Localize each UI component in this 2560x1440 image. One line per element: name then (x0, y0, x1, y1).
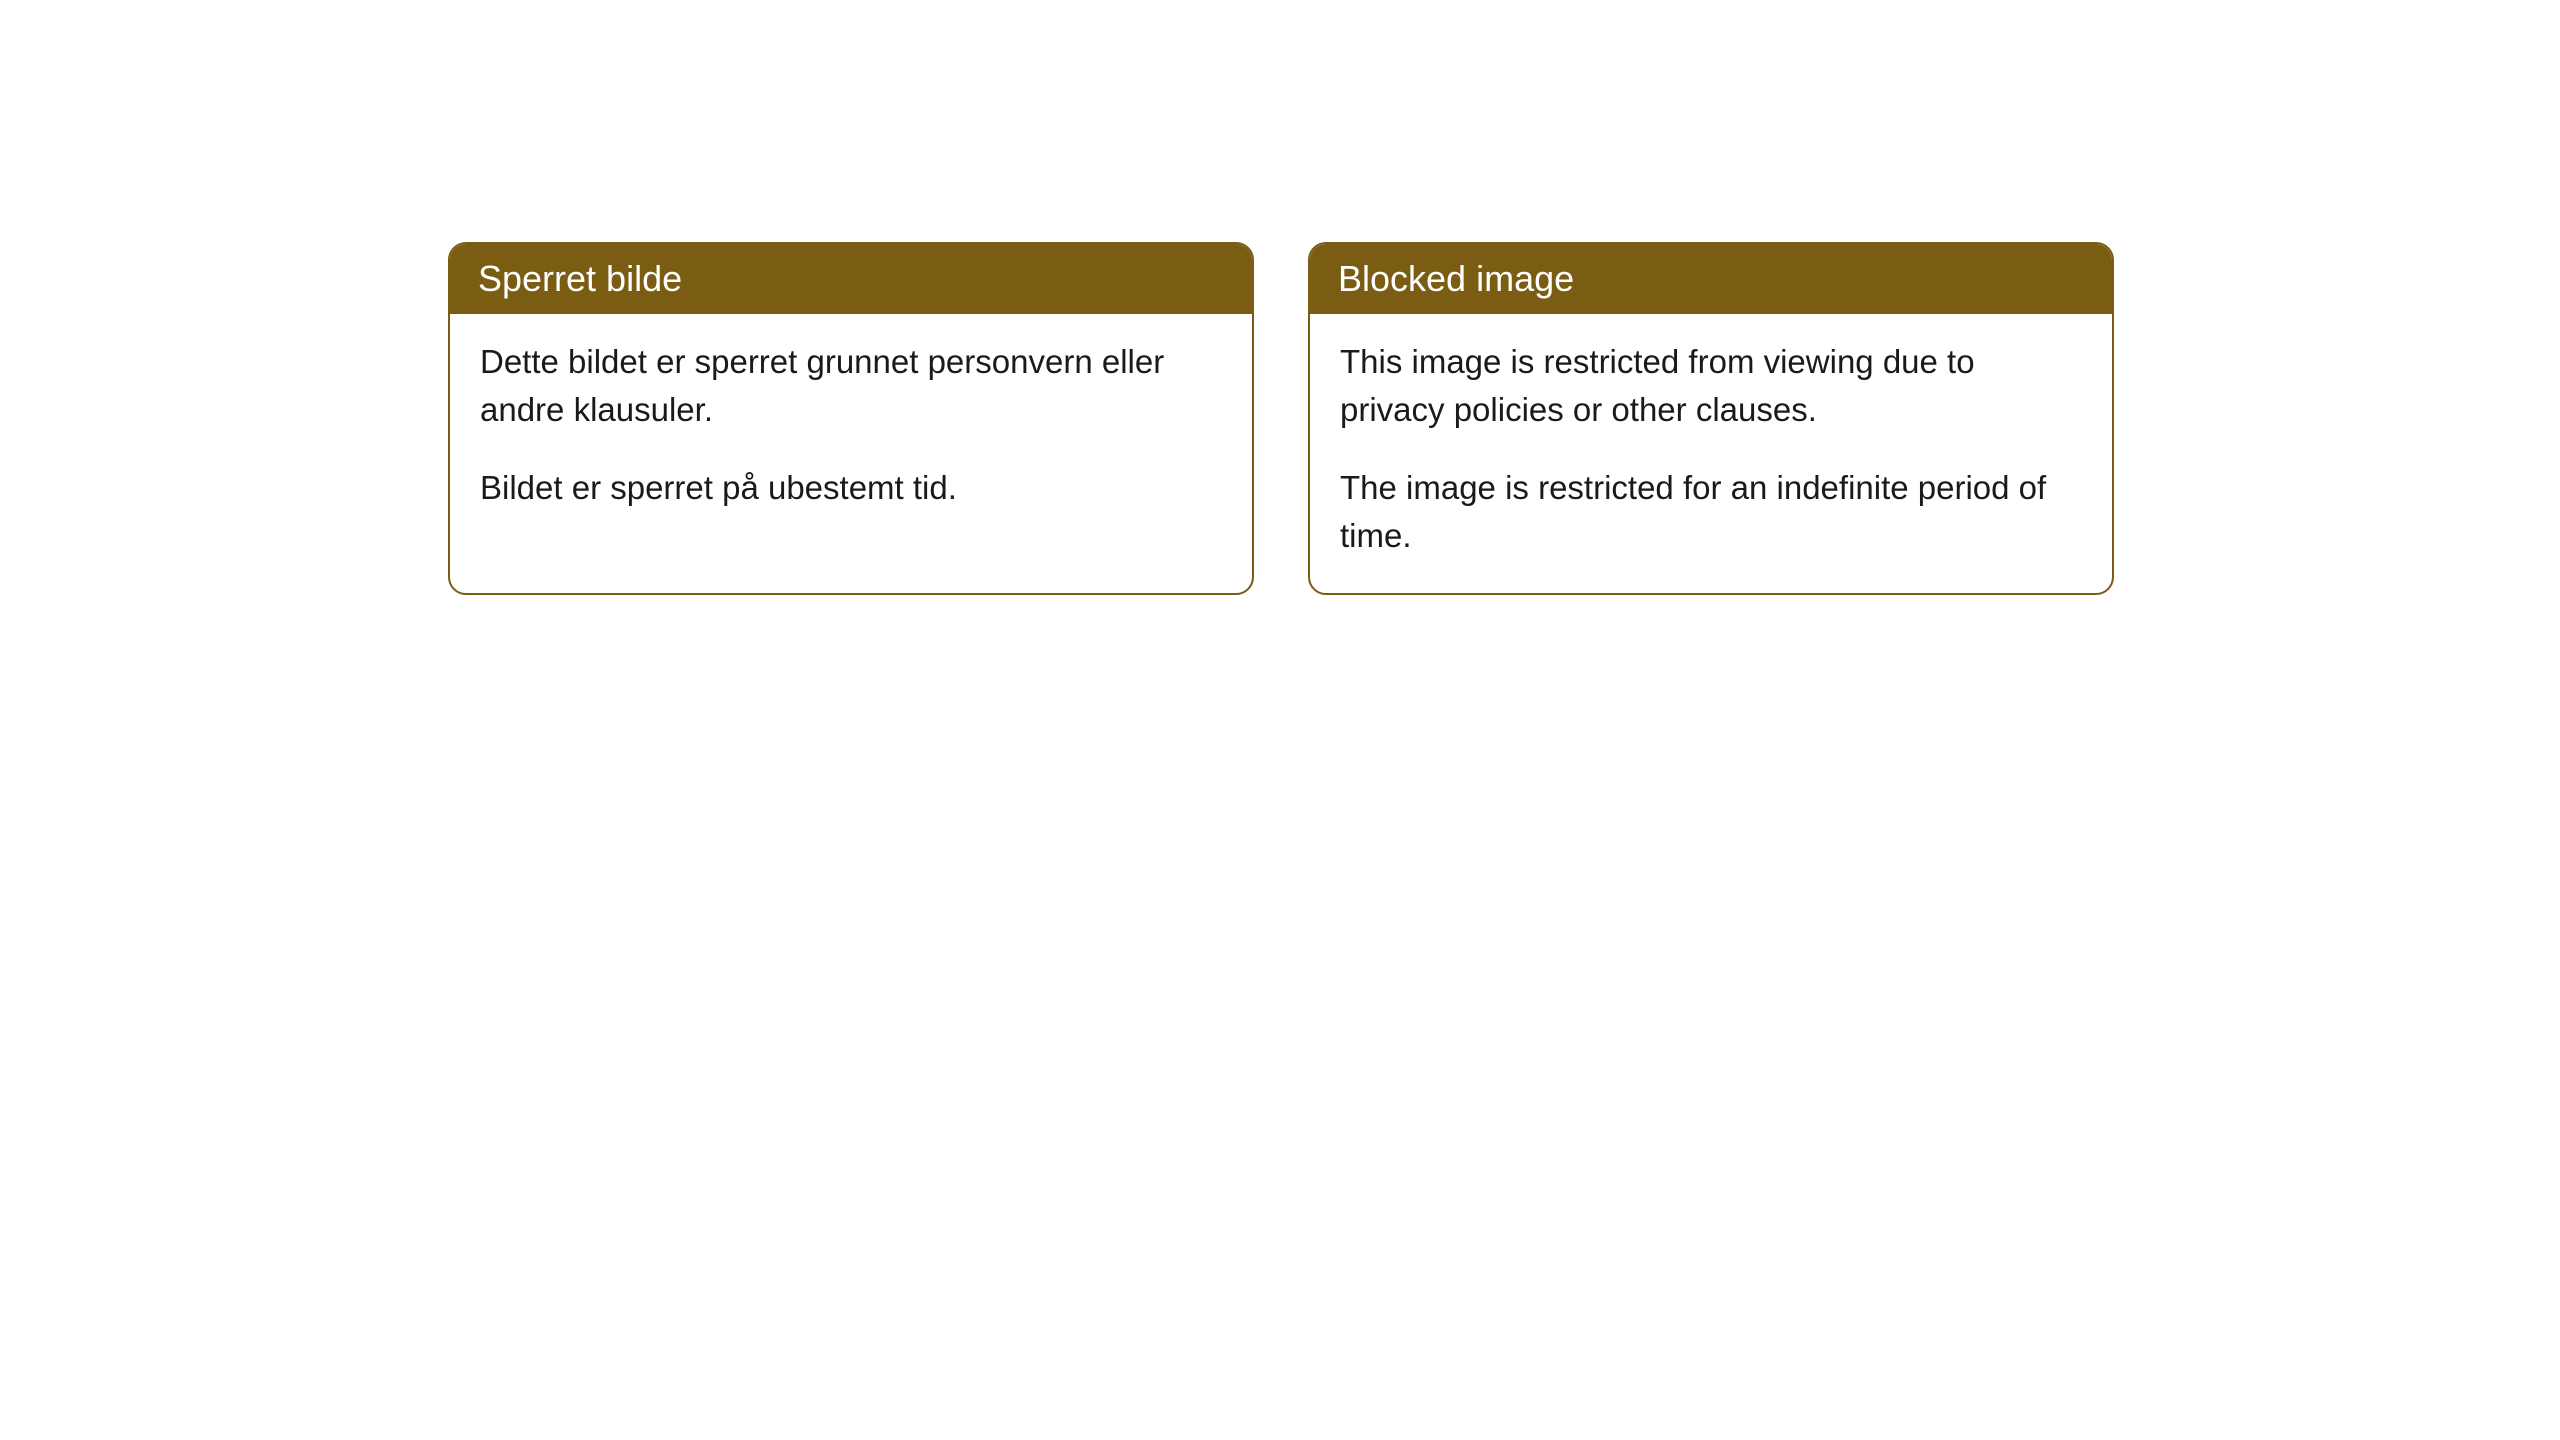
card-title-norwegian: Sperret bilde (478, 258, 682, 299)
card-title-english: Blocked image (1338, 258, 1574, 299)
card-body-english: This image is restricted from viewing du… (1310, 314, 2112, 593)
card-header-norwegian: Sperret bilde (450, 244, 1252, 314)
card-header-english: Blocked image (1310, 244, 2112, 314)
card-paragraph-2-english: The image is restricted for an indefinit… (1340, 464, 2082, 560)
card-body-norwegian: Dette bildet er sperret grunnet personve… (450, 314, 1252, 546)
notice-card-english: Blocked image This image is restricted f… (1308, 242, 2114, 595)
card-paragraph-1-norwegian: Dette bildet er sperret grunnet personve… (480, 338, 1222, 434)
notice-card-norwegian: Sperret bilde Dette bildet er sperret gr… (448, 242, 1254, 595)
notice-container: Sperret bilde Dette bildet er sperret gr… (0, 0, 2560, 595)
card-paragraph-2-norwegian: Bildet er sperret på ubestemt tid. (480, 464, 1222, 512)
card-paragraph-1-english: This image is restricted from viewing du… (1340, 338, 2082, 434)
